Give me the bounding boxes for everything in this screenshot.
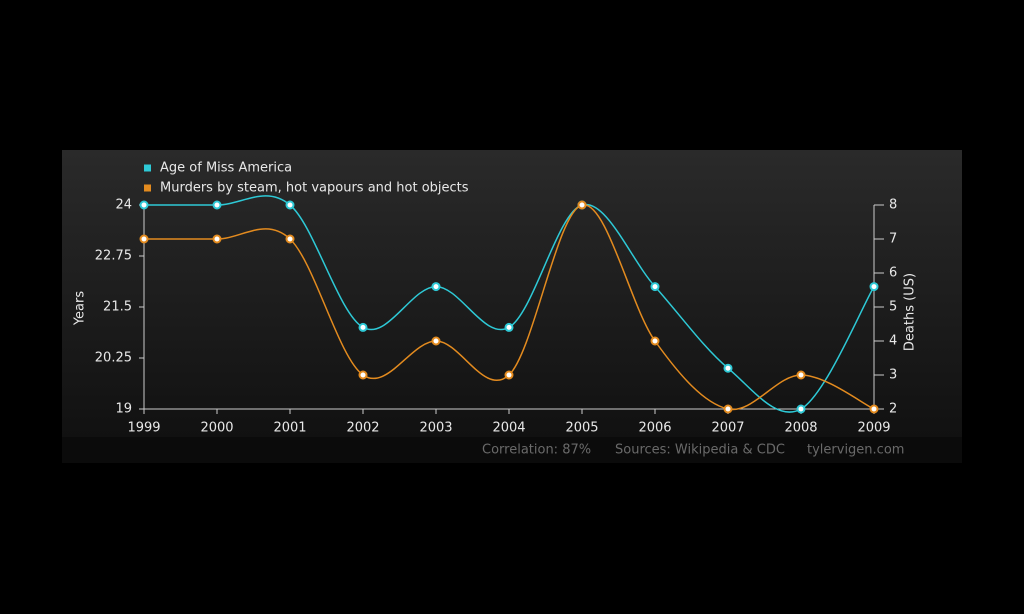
y-tick-label: 19 xyxy=(115,402,132,417)
x-tick-label: 1999 xyxy=(127,421,160,436)
point xyxy=(358,370,368,380)
legend-swatch xyxy=(144,184,151,192)
point xyxy=(431,336,441,346)
y2-tick-label: 8 xyxy=(889,198,897,213)
y2-tick-label: 6 xyxy=(889,266,897,281)
x-tick-label: 2008 xyxy=(784,421,817,436)
point xyxy=(139,234,149,244)
point xyxy=(796,370,806,380)
x-tick-label: 2002 xyxy=(346,421,379,436)
y-tick-label: 22.75 xyxy=(95,249,132,264)
point xyxy=(504,370,514,380)
y2-tick-label: 7 xyxy=(889,232,897,247)
point xyxy=(723,363,733,373)
y2-tick-label: 4 xyxy=(889,334,897,349)
y-tick-label: 21.5 xyxy=(103,300,132,315)
y2-tick-label: 2 xyxy=(889,402,897,417)
x-tick-label: 2007 xyxy=(711,421,744,436)
point xyxy=(139,200,149,210)
point xyxy=(650,336,660,346)
x-tick-label: 2000 xyxy=(200,421,233,436)
point xyxy=(358,322,368,332)
y2-axis-label: Deaths (US) xyxy=(903,273,918,351)
point xyxy=(869,282,879,292)
point xyxy=(285,234,295,244)
x-tick-label: 2005 xyxy=(565,421,598,436)
legend-swatch xyxy=(144,164,151,172)
point xyxy=(723,404,733,414)
x-tick-label: 2001 xyxy=(273,421,306,436)
x-tick-label: 2006 xyxy=(638,421,671,436)
x-tick-label: 2009 xyxy=(857,421,890,436)
point xyxy=(650,282,660,292)
y-tick-label: 20.25 xyxy=(95,351,132,366)
sources: Sources: Wikipedia & CDC xyxy=(615,443,785,458)
y2-tick-label: 3 xyxy=(889,368,897,383)
legend-label: Murders by steam, hot vapours and hot ob… xyxy=(160,181,469,196)
panel xyxy=(62,150,962,437)
point xyxy=(285,200,295,210)
correlation: Correlation: 87% xyxy=(482,443,591,458)
point xyxy=(869,404,879,414)
y-axis-label: Years xyxy=(73,291,88,327)
legend-label: Age of Miss America xyxy=(160,161,292,176)
footer-strip xyxy=(62,437,962,463)
point xyxy=(212,234,222,244)
point xyxy=(577,200,587,210)
y-tick-label: 24 xyxy=(115,198,132,213)
y2-tick-label: 5 xyxy=(889,300,897,315)
point xyxy=(796,404,806,414)
x-tick-label: 2003 xyxy=(419,421,452,436)
point xyxy=(504,322,514,332)
site: tylervigen.com xyxy=(807,443,904,458)
point xyxy=(431,282,441,292)
point xyxy=(212,200,222,210)
x-tick-label: 2004 xyxy=(492,421,525,436)
